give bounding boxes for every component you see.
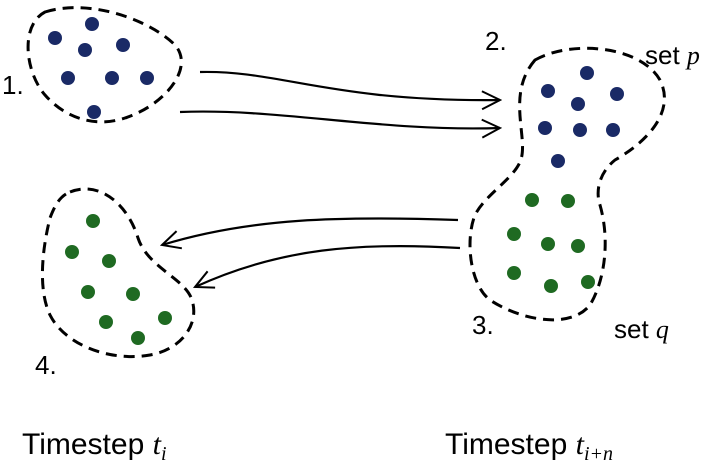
cluster-4-dot <box>99 315 113 329</box>
cluster-3-dot <box>581 275 595 289</box>
arrow-1-to-2-upper <box>199 70 500 100</box>
cluster-3-dot <box>507 227 521 241</box>
cluster-1-dot <box>48 31 62 45</box>
cluster-1-dot <box>116 38 130 52</box>
cluster-2-dot <box>580 66 594 80</box>
cluster-4-number: 4. <box>35 350 57 380</box>
cluster-4-dot <box>65 245 79 259</box>
cluster-4-outline <box>40 187 196 359</box>
cluster-1-dot <box>61 71 75 85</box>
cluster-4-dot <box>102 254 116 268</box>
timestep-i-subscript: i <box>160 443 167 465</box>
cluster-3-dot <box>541 237 555 251</box>
cluster-1-number: 1. <box>2 70 24 100</box>
cluster-1-dot <box>85 17 99 31</box>
cluster-1-dot <box>78 43 92 57</box>
timestep-in-subscript: i+n <box>583 443 614 465</box>
cluster-4-dot <box>126 287 140 301</box>
cluster-4-dot <box>131 331 145 345</box>
arrow-3-to-4-upper <box>162 217 459 245</box>
timestep-i-word: Timestep <box>22 428 145 461</box>
cluster-3-number: 3. <box>472 310 494 340</box>
set-p-variable: p <box>686 41 700 70</box>
cluster-2-dot <box>573 123 587 137</box>
cluster-2-3-outline <box>468 46 666 322</box>
set-q-word: set <box>614 314 649 344</box>
cluster-3-dot <box>571 239 585 253</box>
arrow-3-to-4-lower <box>195 244 461 287</box>
cluster-1-outline <box>26 6 183 124</box>
cluster-2-dot <box>551 154 565 168</box>
timestep-i-variable: t <box>152 428 161 461</box>
cluster-2-dot <box>610 87 624 101</box>
cluster-2-dot <box>538 121 552 135</box>
cluster-1-dot <box>87 105 101 119</box>
cluster-3-dot <box>507 266 521 280</box>
cluster-3-dot <box>544 279 558 293</box>
cluster-1-dot <box>105 71 119 85</box>
set-q-variable: q <box>655 315 669 344</box>
timestep-in-variable: t <box>575 428 584 461</box>
cluster-3-dot <box>561 194 575 208</box>
timestep-in-label: Timestep ti+n <box>445 428 614 465</box>
set-p-word: set <box>645 40 680 70</box>
timestep-i-label: Timestep ti <box>22 428 167 465</box>
arrow-1-to-2-lower <box>179 110 500 129</box>
cluster-2-dot <box>571 97 585 111</box>
cluster-4-dot <box>86 214 100 228</box>
set-q-label: set q <box>614 316 669 343</box>
cluster-1-dot <box>140 71 154 85</box>
cluster-4-dot <box>158 311 172 325</box>
cluster-2-number: 2. <box>485 26 507 56</box>
cluster-2-dot <box>606 123 620 137</box>
cluster-2-dot <box>541 84 555 98</box>
set-p-label: set p <box>645 42 700 69</box>
cluster-3-dot <box>525 193 539 207</box>
cluster-4-dot <box>81 285 95 299</box>
timestep-in-word: Timestep <box>445 428 568 461</box>
